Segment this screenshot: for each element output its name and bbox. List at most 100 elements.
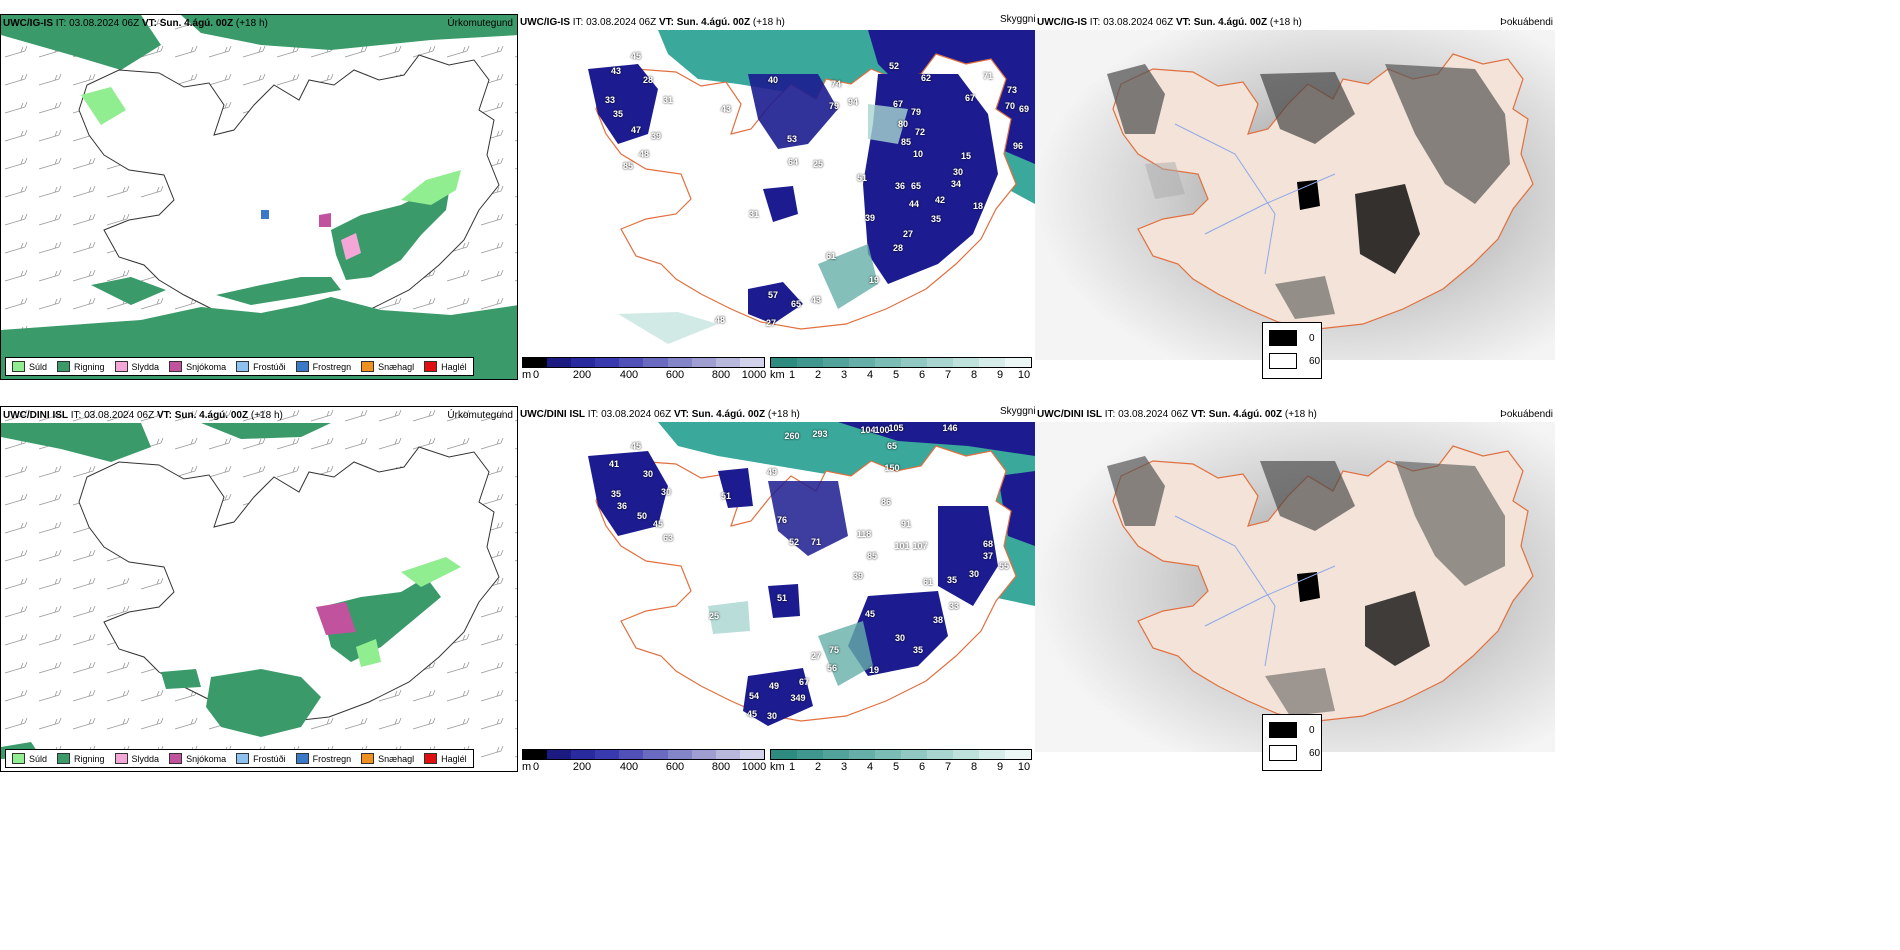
- visibility-value: 27: [810, 651, 822, 661]
- legend-item: Súld: [12, 361, 47, 372]
- legend-label: Frostúði: [253, 361, 286, 372]
- visibility-value: 260: [784, 431, 800, 441]
- tick-label: 800: [711, 761, 731, 772]
- legend-label: Snæhagl: [378, 753, 415, 764]
- tick-label: 400: [619, 761, 639, 772]
- color-step: [953, 750, 979, 759]
- legend-swatch: [169, 753, 183, 764]
- visibility-value: 51: [776, 593, 788, 603]
- visibility-value: 65: [886, 441, 898, 451]
- visibility-value: 150: [884, 463, 900, 473]
- visibility-value: 73: [1006, 85, 1018, 95]
- tick-label: 7: [944, 761, 952, 772]
- visibility-value: 50: [636, 511, 648, 521]
- visibility-value: 70: [1004, 101, 1016, 111]
- legend-label: Frostregn: [312, 753, 352, 764]
- colorbar-unit: km: [770, 369, 785, 380]
- visibility-value: 74: [830, 79, 842, 89]
- visibility-value: 30: [968, 569, 980, 579]
- color-step: [523, 750, 548, 759]
- fog-panel-dini: UWC/DINI ISL IT: 03.08.2024 06Z VT: Sun.…: [1035, 406, 1555, 772]
- visibility-value: 53: [786, 134, 798, 144]
- visibility-value: 43: [610, 66, 622, 76]
- visibility-value: 65: [910, 181, 922, 191]
- visibility-value: 45: [630, 51, 642, 61]
- height-colorbar: m 0 200 400 600 800 1000: [522, 749, 767, 772]
- panel-type-label: Skyggni: [1000, 406, 1036, 417]
- visibility-value: 35: [610, 489, 622, 499]
- visibility-value: 91: [900, 519, 912, 529]
- legend-label: Frostúði: [253, 753, 286, 764]
- tick-label: 5: [892, 761, 900, 772]
- color-step: [715, 750, 740, 759]
- tick-label: 1000: [741, 761, 767, 772]
- legend-swatch: [1269, 722, 1297, 738]
- legend-swatch: [1269, 330, 1297, 346]
- color-step: [849, 358, 875, 367]
- color-step: [547, 750, 572, 759]
- precip-panel-dini: UWC/DINI ISL IT: 03.08.2024 06Z VT: Sun.…: [0, 406, 518, 772]
- visibility-value: 67: [964, 93, 976, 103]
- visibility-value: 71: [982, 71, 994, 81]
- legend-swatch: [424, 753, 438, 764]
- visibility-value: 27: [765, 318, 777, 328]
- color-step: [875, 358, 901, 367]
- visibility-value: 25: [812, 159, 824, 169]
- legend-item: Rigning: [57, 753, 105, 764]
- visibility-colorbar: km 1 2 3 4 5 6 7 8 9 10: [770, 357, 1032, 380]
- visibility-value: 68: [982, 539, 994, 549]
- colorbar-unit: m: [522, 369, 532, 380]
- visibility-value: 107: [912, 541, 928, 551]
- legend-label: Snjókoma: [186, 753, 227, 764]
- color-step: [619, 750, 644, 759]
- tick-label: 2: [814, 369, 822, 380]
- panel-title: UWC/IG-IS IT: 03.08.2024 06Z VT: Sun. 4.…: [1037, 17, 1302, 29]
- legend-label: Súld: [29, 753, 48, 764]
- color-step: [953, 358, 979, 367]
- color-step: [739, 750, 764, 759]
- color-step: [901, 358, 927, 367]
- height-colorbar: m 0 200 400 600 800 1000: [522, 357, 767, 380]
- visibility-value: 94: [847, 97, 859, 107]
- visibility-value: 42: [934, 195, 946, 205]
- visibility-value: 72: [914, 127, 926, 137]
- legend-label: 0: [1309, 724, 1315, 736]
- tick-label: 0: [532, 761, 540, 772]
- legend-item: Slydda: [114, 753, 159, 764]
- color-step: [875, 750, 901, 759]
- panel-type-label: Úrkomutegund: [447, 18, 513, 29]
- visibility-value: 35: [930, 214, 942, 224]
- color-step: [667, 750, 692, 759]
- visibility-value: 18: [972, 201, 984, 211]
- tick-label: 600: [665, 369, 685, 380]
- visibility-value: 61: [825, 251, 837, 261]
- visibility-value: 36: [894, 181, 906, 191]
- visibility-value: 15: [960, 151, 972, 161]
- tick-label: 8: [970, 761, 978, 772]
- panel-title: UWC/DINI ISL IT: 03.08.2024 06Z VT: Sun.…: [1037, 409, 1317, 421]
- tick-label: 9: [996, 761, 1004, 772]
- fog-legend: 0 60: [1262, 714, 1322, 771]
- visibility-value: 51: [856, 173, 868, 183]
- visibility-value: 76: [776, 515, 788, 525]
- tick-label: 8: [970, 369, 978, 380]
- visibility-value: 28: [642, 75, 654, 85]
- tick-label: 200: [572, 761, 592, 772]
- legend-swatch: [114, 753, 128, 764]
- tick-label: 1000: [741, 369, 767, 380]
- color-step: [691, 750, 716, 759]
- color-step: [1005, 358, 1031, 367]
- color-step: [849, 750, 875, 759]
- visibility-value: 30: [894, 633, 906, 643]
- visibility-value: 57: [767, 290, 779, 300]
- visibility-value: 35: [912, 645, 924, 655]
- tick-label: 200: [572, 369, 592, 380]
- colorbar-unit: m: [522, 761, 532, 772]
- visibility-value: 47: [630, 125, 642, 135]
- visibility-value: 65: [790, 299, 802, 309]
- color-step: [523, 358, 548, 367]
- visibility-value: 45: [746, 709, 758, 719]
- visibility-value: 55: [998, 561, 1010, 571]
- visibility-value: 36: [616, 501, 628, 511]
- color-step: [643, 750, 668, 759]
